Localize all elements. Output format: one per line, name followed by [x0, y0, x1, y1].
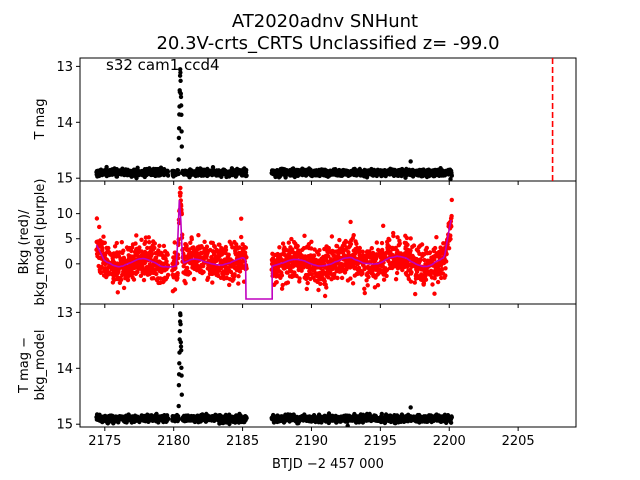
panel-tmag-bkg-frame	[79, 303, 577, 428]
panel-bkg-ytick-label-1: 5	[65, 232, 73, 247]
ticks-layer: 13 14 15 0 5 10 13 14 15 2175 2180 2185 2190 2195 2200…	[56, 60, 534, 449]
panel-bkg-points	[94, 185, 454, 300]
panel-tmag-bkg-ylabel-line2: bkg_model	[33, 329, 48, 400]
panel-bkg-ylabel-line2: bkg_model (purple)	[33, 179, 48, 306]
panel-bkg-model-line	[95, 200, 452, 300]
panel-tmag_bkg-ytick-label-2: 15	[56, 418, 73, 433]
panel-tmag_bkg-ytick-label-0: 13	[56, 306, 73, 321]
panel-tmag_bkg-scatter	[94, 311, 454, 427]
panel-tmag_bkg-ytick-label-1: 14	[56, 362, 73, 377]
panel-tmag-ylabel: T mag	[33, 99, 48, 141]
panel-tmag_bkg-outlier-0	[408, 405, 413, 410]
panel-tmag-points	[94, 58, 554, 181]
panel-tmag-ytick-label-2: 15	[56, 172, 73, 187]
x-tick-label-2: 2185	[226, 434, 259, 449]
panel-bkg-ytick-label-2: 10	[56, 207, 73, 222]
x-tick-label-1: 2180	[157, 434, 190, 449]
x-tick-label-6: 2205	[502, 434, 535, 449]
x-tick-label-5: 2200	[433, 434, 466, 449]
panel-bkg-scatter	[94, 185, 454, 299]
chart-title-line1: AT2020adnv SNHunt	[232, 11, 418, 32]
x-tick-label-4: 2195	[364, 434, 397, 449]
panel-tmag-scatter	[94, 67, 454, 181]
x-tick-label-0: 2175	[88, 434, 121, 449]
x-axis-label: BTJD −2 457 000	[272, 457, 384, 472]
panel-tmag-outlier-0	[408, 159, 413, 164]
panel-tmag-frame	[79, 57, 577, 182]
panel-bkg-outlier-0	[239, 216, 244, 221]
panel-bkg-ylabel-line1: Bkg (red)/	[17, 209, 32, 274]
panel-tmag-bkg-ylabel-line1: T mag −	[17, 337, 32, 394]
chart-annotation: s32 cam1 ccd4	[106, 56, 220, 74]
chart-title-line2: 20.3V-crts_CRTS Unclassified z= -99.0	[156, 33, 499, 54]
x-tick-label-3: 2190	[295, 434, 328, 449]
panel-bkg-ytick-label-0: 0	[65, 257, 73, 272]
plot-layer	[94, 58, 554, 427]
panel-tmag-ytick-label-0: 13	[56, 60, 73, 75]
panel-tmag_bkg-points	[94, 311, 454, 427]
panel-tmag-ytick-label-1: 14	[56, 116, 73, 131]
